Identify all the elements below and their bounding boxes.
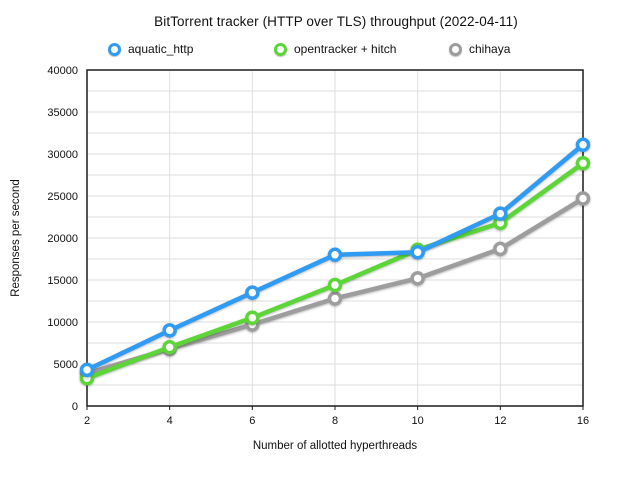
x-axis-title: Number of allotted hyperthreads: [252, 440, 418, 452]
data-point-marker: [575, 137, 591, 153]
y-tick-label: 20000: [47, 233, 78, 245]
x-tick-label: 12: [494, 415, 506, 427]
data-point-marker: [410, 245, 425, 260]
chart-title: BitTorrent tracker (HTTP over TLS) throu…: [154, 14, 518, 29]
legend-label: opentracker + hitch: [294, 42, 397, 56]
y-tick-label: 0: [72, 401, 78, 413]
y-tick-label: 40000: [47, 65, 78, 77]
x-tick-label: 4: [167, 415, 173, 427]
legend-marker-icon: [449, 42, 462, 56]
x-tick-label: 2: [84, 415, 90, 427]
series-aquatic-http: [79, 137, 591, 378]
y-tick-label: 10000: [47, 317, 78, 329]
legend-marker-icon: [274, 42, 287, 56]
legend-item-opentracker-hitch: opentracker + hitch: [274, 42, 396, 56]
x-tick-label: 6: [249, 415, 255, 427]
x-tick-label: 16: [577, 415, 589, 427]
x-tick-label: 10: [412, 415, 424, 427]
legend-item-chihaya: chihaya: [449, 42, 510, 56]
series-opentracker-hitch: [79, 155, 591, 386]
data-point-marker: [493, 206, 508, 221]
data-point-marker: [575, 155, 591, 171]
data-point-marker: [410, 271, 425, 286]
y-tick-label: 25000: [47, 191, 78, 203]
data-point-marker: [327, 291, 343, 306]
data-point-marker: [162, 339, 177, 355]
y-tick-label: 35000: [47, 107, 78, 119]
legend-label: chihaya: [469, 42, 511, 56]
data-point-marker: [327, 247, 343, 263]
data-point-marker: [79, 362, 95, 378]
y-tick-label: 5000: [54, 359, 78, 371]
data-point-marker: [245, 285, 260, 300]
data-point-marker: [575, 191, 591, 206]
data-point-marker: [327, 277, 343, 293]
legend-label: aquatic_http: [128, 42, 194, 56]
legend-marker-icon: [108, 42, 121, 56]
y-tick-label: 30000: [47, 149, 78, 161]
y-axis-title: Responses per second: [10, 179, 22, 297]
x-tick-label: 8: [332, 415, 338, 427]
data-point-marker: [245, 310, 260, 326]
legend-item-aquatic-http: aquatic_http: [108, 42, 193, 56]
data-point-marker: [493, 241, 508, 257]
y-tick-label: 15000: [47, 275, 78, 287]
data-point-marker: [162, 323, 177, 338]
